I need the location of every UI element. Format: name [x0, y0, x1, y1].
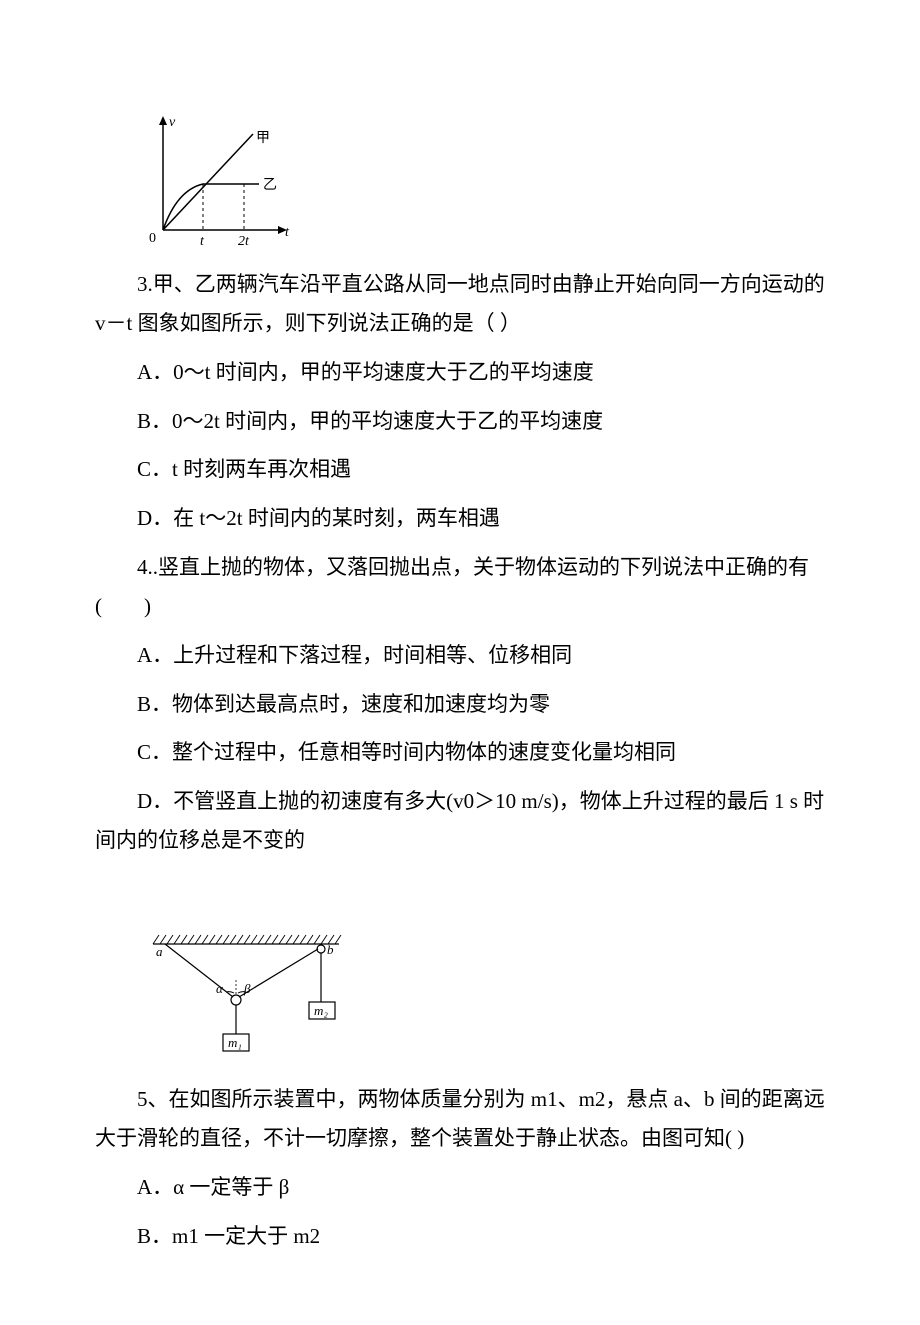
svg-text:甲: 甲 [256, 131, 270, 146]
q4-option-d: D．不管竖直上抛的初速度有多大(v0＞10 m/s)，物体上升过程的最后 1 s… [95, 782, 825, 860]
svg-text:t: t [285, 225, 290, 240]
svg-text:2t: 2t [238, 234, 250, 247]
svg-text:b: b [327, 942, 334, 957]
q3-option-d: D．在 t～2t 时间内的某时刻，两车相遇 [95, 499, 825, 538]
q5-option-b: B．m1 一定大于 m2 [95, 1217, 825, 1256]
q3-option-a: A．0～t 时间内，甲的平均速度大于乙的平均速度 [95, 353, 825, 392]
svg-text:t: t [200, 234, 205, 247]
figure-vt-graph: v t 0 t 2t 甲乙 [141, 112, 825, 247]
q5-option-a: A．α 一定等于 β [95, 1168, 825, 1207]
pulley-svg: m₁ m₂ a b α β [141, 922, 346, 1062]
q4-option-a: A．上升过程和下落过程，时间相等、位移相同 [95, 636, 825, 675]
svg-text:m₂: m₂ [314, 1003, 328, 1018]
q3-option-c: C．t 时刻两车再次相遇 [95, 450, 825, 489]
q4-option-c: C．整个过程中，任意相等时间内物体的速度变化量均相同 [95, 733, 825, 772]
svg-text:m₁: m₁ [228, 1035, 242, 1050]
q4-option-b: B．物体到达最高点时，速度和加速度均为零 [95, 685, 825, 724]
q3-stem: 3.甲、乙两辆汽车沿平直公路从同一地点同时由静止开始向同一方向运动的 v－t 图… [95, 265, 825, 343]
svg-text:v: v [169, 115, 176, 130]
figure-pulley-system: m₁ m₂ a b α β [141, 922, 825, 1062]
vt-graph-svg: v t 0 t 2t 甲乙 [141, 112, 291, 247]
svg-text:0: 0 [149, 231, 156, 246]
q4-stem: 4..竖直上抛的物体，又落回抛出点，关于物体运动的下列说法中正确的有( ) [95, 548, 825, 626]
svg-text:乙: 乙 [263, 177, 277, 193]
q3-option-b: B．0～2t 时间内，甲的平均速度大于乙的平均速度 [95, 402, 825, 441]
svg-text:α: α [216, 981, 224, 996]
svg-text:β: β [243, 981, 251, 996]
q5-stem: 5、在如图所示装置中，两物体质量分别为 m1、m2，悬点 a、b 间的距离远大于… [95, 1080, 825, 1158]
svg-text:a: a [156, 944, 163, 959]
